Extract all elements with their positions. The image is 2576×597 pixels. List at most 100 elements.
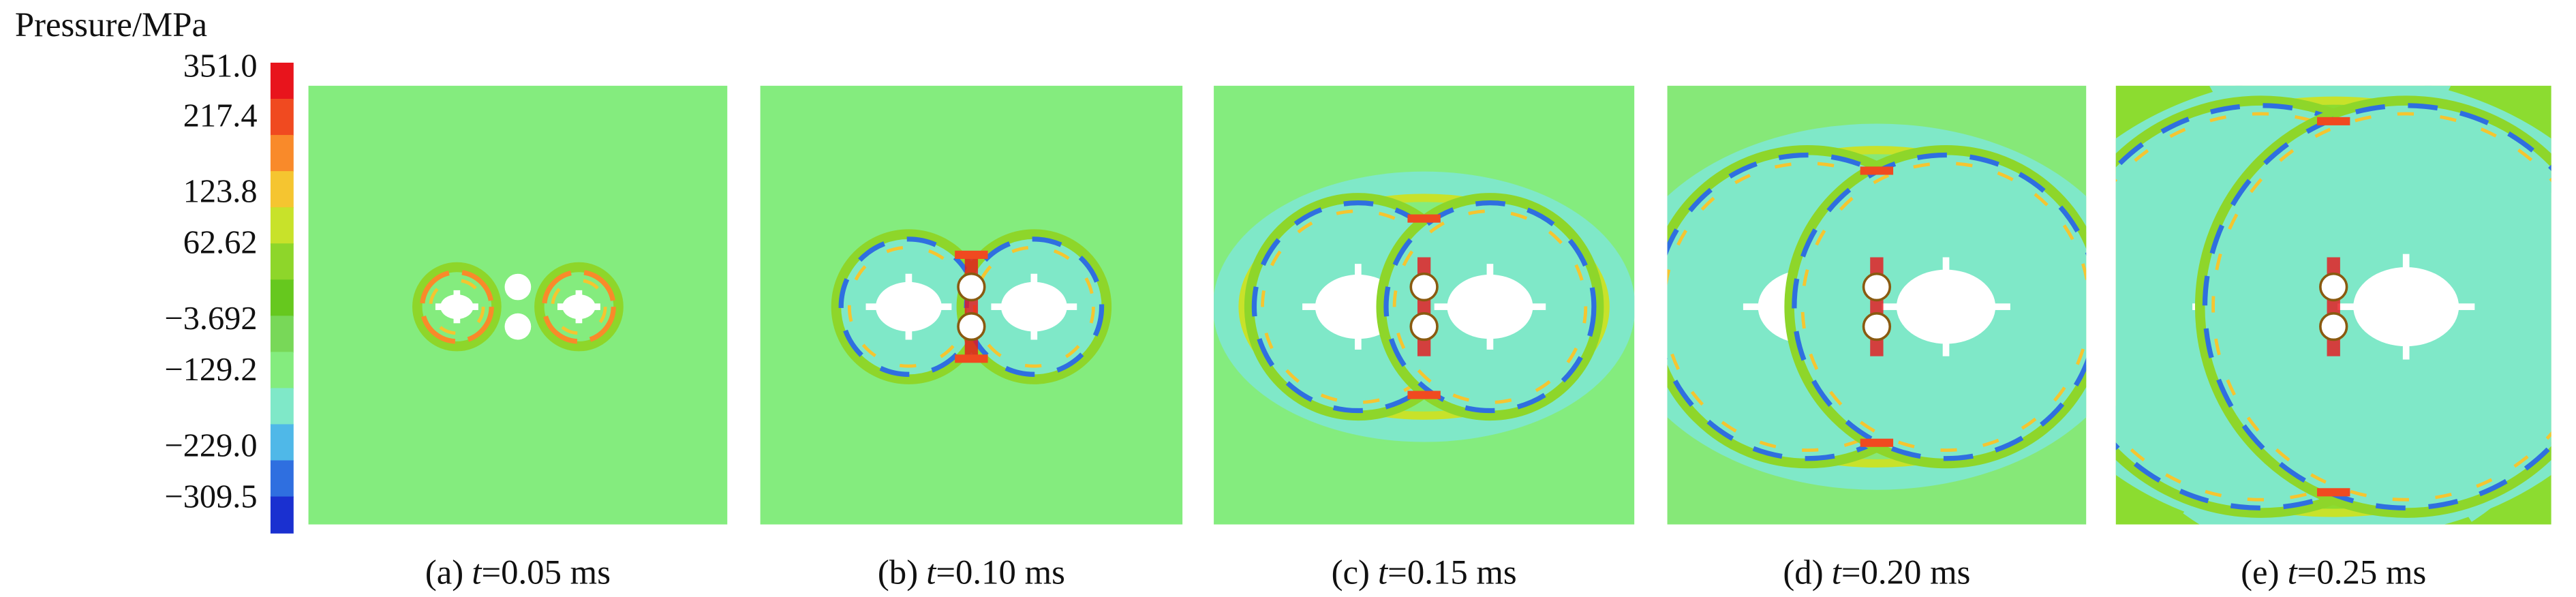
wave-front [551, 278, 607, 335]
outer-wave [2115, 96, 2551, 517]
colorbar: 351.0 217.4 123.8 62.62 −3.692 −129.2 −229.0 −3… [164, 48, 294, 534]
wave-ring [534, 262, 624, 352]
caption-variable: t [926, 553, 937, 592]
stress-peak [1870, 257, 1884, 356]
borehole [957, 272, 986, 302]
stress-peak [1417, 257, 1431, 356]
stress-peak [2317, 117, 2350, 125]
borehole [1409, 272, 1439, 302]
field [1214, 171, 1635, 442]
caption-value: =0.20 ms [1841, 553, 1971, 592]
wave-front [2211, 112, 2551, 502]
field [1667, 123, 2087, 490]
field [831, 229, 1112, 384]
caption-label: (d) [1783, 553, 1823, 592]
caption-value: =0.25 ms [2297, 553, 2427, 592]
caption-label: (e) [2241, 553, 2279, 592]
stress-peak [964, 257, 979, 356]
colorbar-segment [270, 62, 294, 100]
damage-crack [2402, 254, 2410, 360]
caption-variable: t [1378, 553, 1389, 592]
panel-caption: (c) t=0.15 ms [1332, 553, 1517, 592]
colorbar-segment [270, 424, 294, 461]
caption-value: =0.10 ms [936, 553, 1065, 592]
wave-front [1792, 152, 2087, 461]
panel-caption: (b) t=0.10 ms [878, 553, 1065, 592]
colorbar-tick-label: 62.62 [183, 225, 258, 261]
colorbar-segment [270, 460, 294, 497]
field [2115, 85, 2551, 525]
stress-peak [2317, 488, 2350, 497]
wave-front [419, 269, 494, 344]
colorbar-segment [270, 388, 294, 425]
wave-front [429, 278, 485, 335]
stress-peak [1407, 214, 1441, 223]
panels: (a) t=0.05 ms (b) t=0.10 ms (c) t=0.15 ms (d) t… [308, 85, 2551, 592]
stress-peak [955, 354, 988, 363]
panel: (b) t=0.10 ms [760, 85, 1183, 592]
borehole [504, 273, 532, 301]
panel: (a) t=0.05 ms [308, 85, 728, 592]
colorbar-segment [270, 207, 294, 245]
borehole [1862, 272, 1892, 302]
borehole [504, 313, 532, 340]
colorbar-tick-label: −309.5 [164, 478, 257, 515]
stress-peak [2327, 257, 2340, 356]
damage-crack [1030, 273, 1038, 340]
colorbar-segment [270, 135, 294, 172]
outer-wave [2115, 85, 2551, 525]
caption-label: (b) [878, 553, 918, 592]
colorbar-segment [270, 279, 294, 317]
caption-value: =0.05 ms [481, 553, 611, 592]
caption-variable: t [472, 553, 482, 592]
damage-crack [575, 290, 583, 324]
damage-crack [1486, 264, 1494, 350]
stress-peak [1860, 438, 1894, 447]
caption-value: =0.15 ms [1387, 553, 1517, 592]
colorbar-tick-label: 351.0 [183, 48, 258, 85]
outer-wave [1214, 171, 1635, 442]
field [412, 262, 624, 352]
panel: (c) t=0.15 ms [1214, 85, 1635, 592]
damage-crack [453, 290, 461, 324]
damage-crack [905, 273, 913, 340]
caption-label: (c) [1332, 553, 1370, 592]
colorbar-segment [270, 99, 294, 136]
panel-background [308, 85, 728, 525]
colorbar-tick-label: 217.4 [183, 97, 258, 134]
borehole [2319, 311, 2348, 341]
caption-label: (a) [425, 553, 463, 592]
panel-caption: (d) t=0.20 ms [1783, 553, 1970, 592]
borehole [957, 311, 986, 341]
caption-variable: t [2288, 553, 2299, 592]
outer-wave [1667, 146, 2087, 468]
colorbar-segment [270, 243, 294, 281]
wave-ring [412, 262, 502, 352]
panel-caption: (e) t=0.25 ms [2241, 553, 2426, 592]
wave-front [1800, 162, 2087, 452]
colorbar-tick-label: −3.692 [164, 301, 257, 337]
colorbar-tick-label: −229.0 [164, 427, 257, 463]
colorbar-title: Pressure/MPa [15, 5, 207, 44]
colorbar-segment [270, 496, 294, 534]
colorbar-segment [270, 316, 294, 353]
colorbar-tick-label: 123.8 [183, 174, 258, 210]
borehole [2319, 272, 2348, 302]
outer-wave [1238, 194, 1610, 420]
wave-front [542, 269, 616, 344]
panel: (e) t=0.25 ms [2115, 85, 2551, 592]
stress-peak [1860, 166, 1894, 175]
damage-crack [1355, 264, 1362, 350]
caption-variable: t [1832, 553, 1843, 592]
wave-front [1383, 200, 1597, 414]
stress-peak [955, 250, 988, 259]
borehole [1862, 311, 1892, 341]
borehole [1409, 311, 1439, 341]
wave-front [1392, 209, 1588, 404]
colorbar-tick-label: −129.2 [164, 352, 257, 388]
outer-wave [1667, 123, 2087, 490]
colorbar-segment [270, 352, 294, 389]
colorbar-segment [270, 171, 294, 209]
damage-crack [1942, 257, 1950, 356]
